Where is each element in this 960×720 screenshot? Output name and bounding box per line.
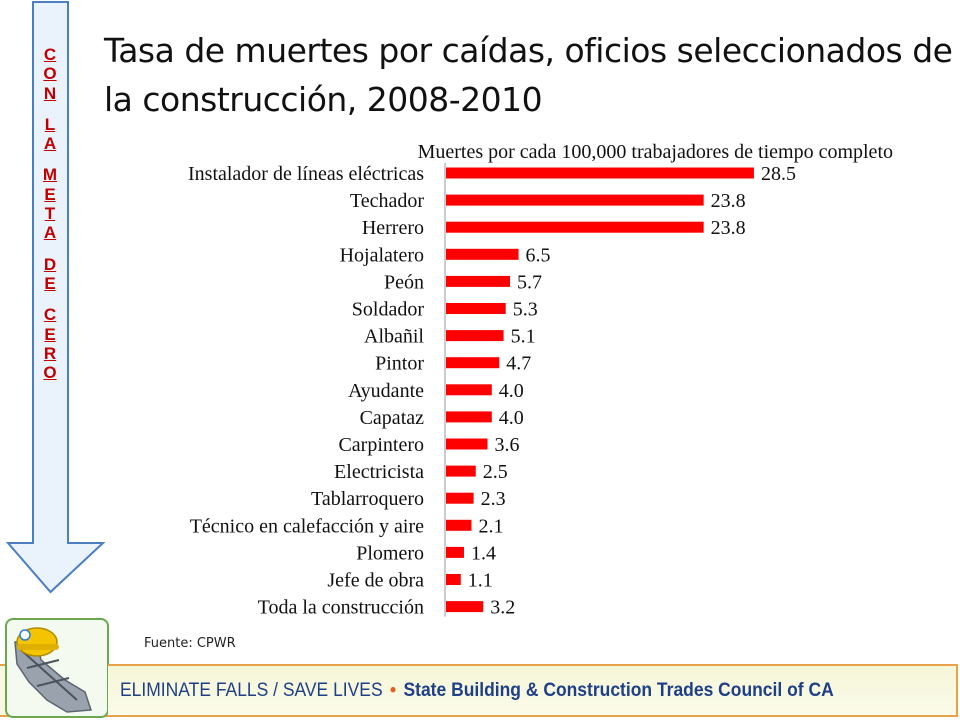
california-hardhat-logo-icon — [14, 627, 93, 713]
arrow-letter: O — [43, 64, 57, 84]
value-label: 4.0 — [499, 407, 524, 429]
bar-16 — [446, 601, 484, 613]
category-label: Pintor — [375, 353, 424, 375]
arrow-letter: A — [43, 223, 57, 243]
bar-13 — [446, 519, 472, 531]
value-label: 3.6 — [495, 434, 520, 456]
bar-15 — [446, 574, 461, 585]
category-label: Plomero — [356, 542, 424, 564]
footer-separator: • — [389, 679, 397, 701]
value-label: 23.8 — [711, 217, 746, 239]
category-label: Electricista — [334, 461, 424, 483]
value-label: 2.1 — [478, 515, 503, 537]
category-label: Albañil — [364, 326, 424, 348]
arrow-word-gap — [35, 103, 65, 115]
value-label: 5.1 — [511, 326, 536, 348]
category-label: Jefe de obra — [327, 570, 424, 592]
arrow-word-gap — [35, 243, 65, 255]
chart-svg: Muertes por cada 100,000 trabajadores de… — [188, 141, 893, 619]
category-label: Capataz — [360, 407, 425, 429]
bar-0 — [446, 167, 754, 179]
value-label: 28.5 — [761, 163, 796, 185]
bar-8 — [446, 384, 492, 396]
value-label: 4.7 — [506, 353, 531, 375]
slide-title: Tasa de muertes por caídas, oficios sele… — [104, 31, 953, 119]
value-label: 1.4 — [471, 542, 496, 564]
footer-text: ELIMINATE FALLS / SAVE LIVES • State Build… — [120, 680, 834, 702]
arrow-word-gap — [35, 293, 65, 305]
bar-5 — [446, 303, 506, 314]
down-arrow-icon — [5, 1, 106, 594]
bar-chart: Muertes por cada 100,000 trabajadores de… — [130, 136, 910, 626]
category-label: Tablarroquero — [311, 488, 424, 510]
category-label: Carpintero — [338, 434, 424, 456]
arrow-letter: L — [44, 114, 56, 134]
arrow-letter: R — [43, 343, 57, 363]
footer-banner: ELIMINATE FALLS / SAVE LIVES • State Build… — [108, 664, 958, 717]
value-label: 4.0 — [499, 380, 524, 402]
category-label: Herrero — [362, 217, 424, 239]
arrow-letter: C — [43, 45, 57, 64]
bar-2 — [446, 221, 704, 233]
bar-6 — [446, 330, 504, 342]
arrow-letter: D — [43, 254, 57, 274]
arrow-letter: A — [43, 134, 57, 154]
logo — [5, 618, 109, 718]
bar-12 — [446, 492, 474, 504]
source-note: Fuente: CPWR — [144, 636, 236, 651]
arrow-letter: M — [42, 165, 58, 185]
bar-3 — [446, 248, 519, 260]
category-label: Hojalatero — [340, 244, 424, 266]
value-label: 2.3 — [481, 488, 506, 510]
arrow-letter: E — [44, 184, 56, 204]
bar-11 — [446, 465, 476, 477]
category-label: Técnico en calefacción y aire — [190, 515, 424, 537]
arrow-word-gap — [35, 153, 65, 165]
category-label: Peón — [384, 271, 424, 293]
category-label: Soldador — [352, 299, 425, 321]
arrow-letter: E — [44, 324, 56, 344]
bar-10 — [446, 438, 488, 450]
value-label: 1.1 — [468, 570, 493, 592]
category-label: Instalador de líneas eléctricas — [188, 163, 424, 185]
arrow-letter: T — [44, 204, 56, 224]
arrow-letter: O — [43, 363, 57, 383]
value-label: 23.8 — [711, 190, 746, 212]
arrow-letter: E — [44, 273, 56, 293]
value-label: 2.5 — [483, 461, 508, 483]
arrow-letter: N — [43, 83, 57, 103]
bar-1 — [446, 194, 704, 206]
arrow-letter: C — [43, 305, 57, 325]
category-label: Toda la construcción — [258, 597, 424, 619]
value-label: 5.3 — [513, 299, 538, 321]
bar-4 — [446, 275, 510, 287]
value-label: 6.5 — [526, 244, 551, 266]
category-label: Techador — [350, 190, 424, 212]
footer-left-text: ELIMINATE FALLS / SAVE LIVES — [120, 679, 383, 701]
footer-right-text: State Building & Construction Trades Cou… — [403, 679, 834, 701]
bar-14 — [446, 546, 464, 558]
chart-title: Muertes por cada 100,000 trabajadores de… — [418, 141, 893, 163]
value-label: 5.7 — [517, 271, 542, 293]
category-label: Ayudante — [348, 380, 424, 402]
bar-7 — [446, 357, 500, 369]
bar-9 — [446, 411, 492, 423]
value-label: 3.2 — [490, 597, 515, 619]
